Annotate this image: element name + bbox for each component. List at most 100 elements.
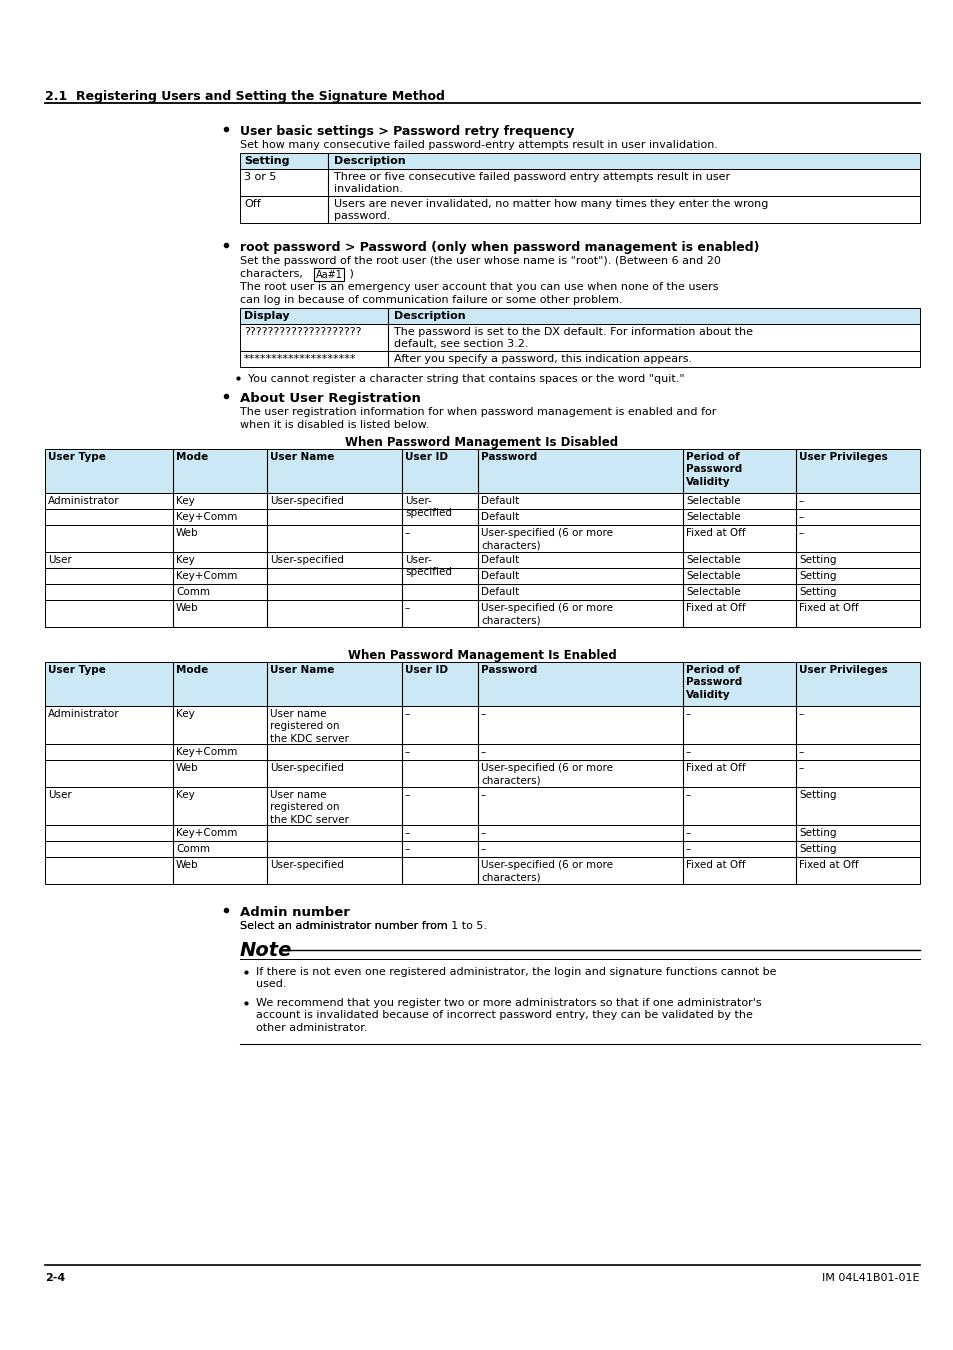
Text: Set the password of the root user (the user whose name is "root"). (Between 6 an: Set the password of the root user (the u… bbox=[240, 256, 720, 266]
Text: –: – bbox=[480, 790, 486, 801]
Text: Description: Description bbox=[394, 310, 465, 321]
Bar bbox=[45, 585, 919, 599]
Text: After you specify a password, this indication appears.: After you specify a password, this indic… bbox=[394, 354, 691, 364]
Text: –: – bbox=[685, 844, 691, 855]
Text: We recommend that you register two or more administrators so that if one adminis: We recommend that you register two or mo… bbox=[255, 998, 760, 1033]
Text: User Privileges: User Privileges bbox=[799, 666, 887, 675]
Text: User-specified: User-specified bbox=[270, 763, 343, 774]
Text: Key+Comm: Key+Comm bbox=[175, 571, 237, 580]
Text: Setting: Setting bbox=[799, 828, 836, 838]
Text: User-specified: User-specified bbox=[270, 860, 343, 869]
Text: –: – bbox=[405, 709, 410, 720]
Text: Default: Default bbox=[480, 495, 518, 506]
Text: Selectable: Selectable bbox=[685, 571, 740, 580]
Text: User basic settings > Password retry frequency: User basic settings > Password retry fre… bbox=[240, 126, 574, 138]
Text: 2.1  Registering Users and Setting the Signature Method: 2.1 Registering Users and Setting the Si… bbox=[45, 90, 444, 103]
Text: Fixed at Off: Fixed at Off bbox=[685, 860, 745, 869]
Text: Setting: Setting bbox=[799, 587, 836, 597]
Text: Setting: Setting bbox=[799, 571, 836, 580]
Bar bbox=[240, 169, 919, 196]
Text: IM 04L41B01-01E: IM 04L41B01-01E bbox=[821, 1273, 919, 1282]
Text: –: – bbox=[685, 828, 691, 838]
Text: User: User bbox=[48, 555, 71, 566]
Bar bbox=[45, 857, 919, 884]
Text: when it is disabled is listed below.: when it is disabled is listed below. bbox=[240, 420, 429, 431]
Bar bbox=[45, 450, 919, 493]
Text: User: User bbox=[48, 790, 71, 801]
Text: Default: Default bbox=[480, 587, 518, 597]
Text: Set how many consecutive failed password-entry attempts result in user invalidat: Set how many consecutive failed password… bbox=[240, 140, 718, 150]
Bar bbox=[240, 308, 919, 324]
Text: Comm: Comm bbox=[175, 844, 210, 855]
Text: User Type: User Type bbox=[48, 666, 106, 675]
Text: Key: Key bbox=[175, 555, 194, 566]
Text: Setting: Setting bbox=[244, 157, 289, 166]
Text: User-
specified: User- specified bbox=[405, 555, 452, 578]
Text: Selectable: Selectable bbox=[685, 495, 740, 506]
Bar bbox=[45, 760, 919, 787]
Bar bbox=[45, 841, 919, 857]
Bar bbox=[45, 825, 919, 841]
Text: –: – bbox=[480, 747, 486, 757]
Bar bbox=[45, 787, 919, 825]
Text: can log in because of communication failure or some other problem.: can log in because of communication fail… bbox=[240, 296, 622, 305]
Text: If there is not even one registered administrator, the login and signature funct: If there is not even one registered admi… bbox=[255, 967, 776, 990]
Text: Note: Note bbox=[240, 941, 292, 960]
Text: Admin number: Admin number bbox=[240, 906, 350, 919]
Text: –: – bbox=[799, 763, 803, 774]
Bar bbox=[240, 153, 919, 169]
Text: 2-4: 2-4 bbox=[45, 1273, 65, 1282]
Text: User Type: User Type bbox=[48, 452, 106, 462]
Bar bbox=[45, 662, 919, 706]
Text: –: – bbox=[799, 495, 803, 506]
Text: –: – bbox=[799, 747, 803, 757]
Text: ????????????????????: ???????????????????? bbox=[244, 327, 361, 338]
Text: Period of
Password
Validity: Period of Password Validity bbox=[685, 666, 741, 699]
Text: Selectable: Selectable bbox=[685, 587, 740, 597]
Text: –: – bbox=[405, 603, 410, 613]
Text: Administrator: Administrator bbox=[48, 495, 119, 506]
Text: User-
specified: User- specified bbox=[405, 495, 452, 518]
Text: –: – bbox=[405, 790, 410, 801]
Text: About User Registration: About User Registration bbox=[240, 392, 420, 405]
Bar bbox=[45, 552, 919, 568]
Text: User-specified (6 or more
characters): User-specified (6 or more characters) bbox=[480, 528, 613, 551]
Text: Users are never invalidated, no matter how many times they enter the wrong
passw: Users are never invalidated, no matter h… bbox=[334, 198, 767, 221]
Text: User name
registered on
the KDC server: User name registered on the KDC server bbox=[270, 790, 349, 825]
Bar bbox=[45, 744, 919, 760]
Text: ********************: ******************** bbox=[244, 354, 356, 364]
Bar bbox=[45, 568, 919, 585]
Text: Fixed at Off: Fixed at Off bbox=[685, 603, 745, 613]
Text: User-specified (6 or more
characters): User-specified (6 or more characters) bbox=[480, 763, 613, 786]
Text: –: – bbox=[799, 709, 803, 720]
Text: Selectable: Selectable bbox=[685, 512, 740, 522]
Text: –: – bbox=[685, 790, 691, 801]
Text: Password: Password bbox=[480, 452, 537, 462]
Bar bbox=[240, 324, 919, 351]
Text: ): ) bbox=[346, 269, 354, 279]
Text: Display: Display bbox=[244, 310, 290, 321]
Text: –: – bbox=[799, 512, 803, 522]
Text: Key+Comm: Key+Comm bbox=[175, 747, 237, 757]
Text: Selectable: Selectable bbox=[685, 555, 740, 566]
Text: Mode: Mode bbox=[175, 452, 208, 462]
Text: When Password Management Is Disabled: When Password Management Is Disabled bbox=[345, 436, 618, 450]
Text: –: – bbox=[405, 747, 410, 757]
Bar bbox=[314, 269, 344, 281]
Text: Fixed at Off: Fixed at Off bbox=[685, 528, 745, 539]
Text: User Name: User Name bbox=[270, 452, 334, 462]
Bar bbox=[240, 196, 919, 223]
Text: When Password Management Is Enabled: When Password Management Is Enabled bbox=[347, 649, 616, 662]
Text: The root user is an emergency user account that you can use when none of the use: The root user is an emergency user accou… bbox=[240, 282, 718, 292]
Text: 3 or 5: 3 or 5 bbox=[244, 171, 276, 182]
Text: Key+Comm: Key+Comm bbox=[175, 512, 237, 522]
Bar bbox=[45, 493, 919, 509]
Text: Select an administrator number from 1 to 5.: Select an administrator number from 1 to… bbox=[240, 921, 486, 931]
Text: The password is set to the DX default. For information about the
default, see se: The password is set to the DX default. F… bbox=[394, 327, 752, 350]
Text: Off: Off bbox=[244, 198, 260, 209]
Text: User Privileges: User Privileges bbox=[799, 452, 887, 462]
Text: –: – bbox=[799, 528, 803, 539]
Text: Comm: Comm bbox=[175, 587, 210, 597]
Bar bbox=[45, 509, 919, 525]
Text: Administrator: Administrator bbox=[48, 709, 119, 720]
